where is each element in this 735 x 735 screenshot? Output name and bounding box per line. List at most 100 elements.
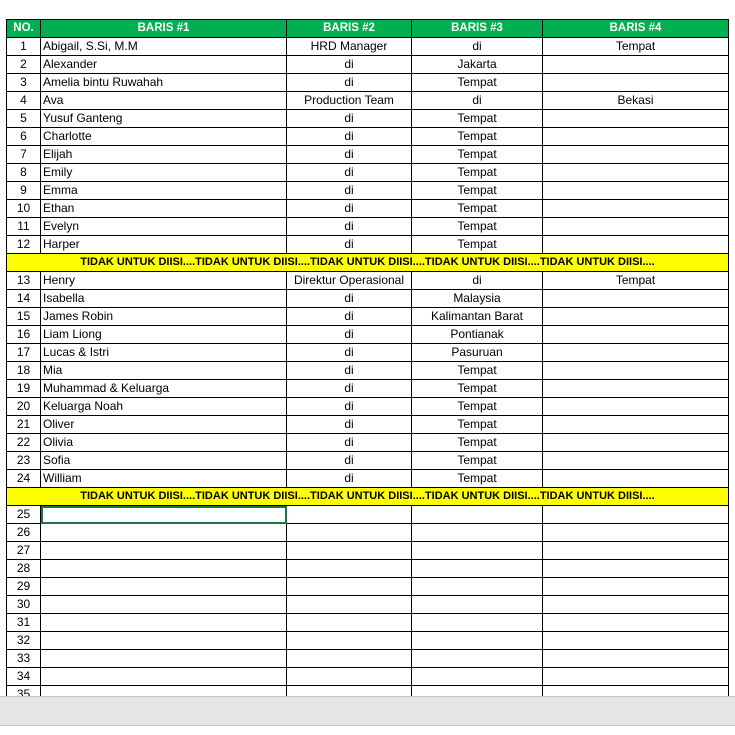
header-baris-1[interactable]: BARIS #1 (40, 19, 287, 38)
cell-baris-2[interactable]: Production Team (286, 91, 412, 110)
cell-baris-2[interactable]: di (286, 325, 412, 344)
cell-baris-2[interactable]: di (286, 379, 412, 398)
cell-baris-2[interactable]: di (286, 217, 412, 236)
cell-baris-3[interactable]: Tempat (411, 469, 543, 488)
cell-baris-1[interactable]: Harper (40, 235, 287, 254)
cell-no[interactable]: 21 (6, 415, 41, 434)
cell-no[interactable]: 29 (6, 577, 41, 596)
cell-baris-4[interactable] (542, 469, 729, 488)
cell-no[interactable]: 9 (6, 181, 41, 200)
cell-baris-4[interactable] (542, 685, 729, 696)
cell-baris-3[interactable] (411, 577, 543, 596)
cell-baris-3[interactable]: di (411, 91, 543, 110)
cell-no[interactable]: 18 (6, 361, 41, 380)
cell-no[interactable]: 33 (6, 649, 41, 668)
cell-no[interactable]: 19 (6, 379, 41, 398)
cell-baris-1[interactable]: Muhammad & Keluarga (40, 379, 287, 398)
cell-baris-1[interactable] (40, 631, 287, 650)
cell-baris-3[interactable]: Tempat (411, 415, 543, 434)
cell-baris-4[interactable]: Tempat (542, 271, 729, 290)
cell-baris-1[interactable] (40, 559, 287, 578)
cell-baris-2[interactable] (286, 541, 412, 560)
cell-baris-3[interactable]: di (411, 37, 543, 56)
cell-no[interactable]: 5 (6, 109, 41, 128)
cell-baris-2[interactable] (286, 595, 412, 614)
cell-baris-1[interactable]: Olivia (40, 433, 287, 452)
cell-no[interactable]: 7 (6, 145, 41, 164)
cell-baris-2[interactable]: di (286, 469, 412, 488)
cell-baris-3[interactable]: Tempat (411, 145, 543, 164)
cell-baris-1[interactable] (40, 649, 287, 668)
cell-baris-1[interactable]: Charlotte (40, 127, 287, 146)
cell-baris-2[interactable]: di (286, 181, 412, 200)
cell-baris-2[interactable]: di (286, 415, 412, 434)
cell-baris-4[interactable] (542, 289, 729, 308)
cell-baris-2[interactable]: di (286, 235, 412, 254)
cell-baris-2[interactable]: HRD Manager (286, 37, 412, 56)
cell-baris-3[interactable]: Tempat (411, 433, 543, 452)
cell-baris-1[interactable]: Ava (40, 91, 287, 110)
cell-no[interactable]: 12 (6, 235, 41, 254)
cell-no[interactable]: 22 (6, 433, 41, 452)
cell-baris-4[interactable] (542, 217, 729, 236)
cell-baris-3[interactable]: Pontianak (411, 325, 543, 344)
cell-no[interactable]: 16 (6, 325, 41, 344)
cell-baris-4[interactable] (542, 325, 729, 344)
cell-baris-1[interactable]: William (40, 469, 287, 488)
cell-baris-1[interactable]: Lucas & Istri (40, 343, 287, 362)
cell-no[interactable]: 32 (6, 631, 41, 650)
cell-no[interactable]: 34 (6, 667, 41, 686)
cell-baris-4[interactable] (542, 559, 729, 578)
cell-baris-4[interactable] (542, 145, 729, 164)
cell-baris-2[interactable]: di (286, 163, 412, 182)
cell-baris-3[interactable] (411, 649, 543, 668)
cell-baris-2[interactable] (286, 649, 412, 668)
header-baris-2[interactable]: BARIS #2 (286, 19, 412, 38)
cell-baris-3[interactable] (411, 631, 543, 650)
header-no[interactable]: NO. (6, 19, 41, 38)
cell-baris-3[interactable]: Tempat (411, 379, 543, 398)
cell-baris-4[interactable] (542, 361, 729, 380)
cell-baris-1[interactable]: Emily (40, 163, 287, 182)
cell-no[interactable]: 4 (6, 91, 41, 110)
cell-baris-2[interactable] (286, 505, 412, 524)
cell-baris-3[interactable]: Malaysia (411, 289, 543, 308)
cell-baris-4[interactable] (542, 109, 729, 128)
cell-baris-4[interactable] (542, 73, 729, 92)
cell-no[interactable]: 11 (6, 217, 41, 236)
cell-baris-1[interactable]: Isabella (40, 289, 287, 308)
cell-baris-4[interactable] (542, 307, 729, 326)
cell-baris-2[interactable]: di (286, 109, 412, 128)
cell-baris-3[interactable]: Tempat (411, 361, 543, 380)
cell-baris-2[interactable] (286, 613, 412, 632)
cell-baris-2[interactable]: di (286, 199, 412, 218)
cell-no[interactable]: 31 (6, 613, 41, 632)
cell-baris-2[interactable] (286, 523, 412, 542)
cell-baris-2[interactable]: di (286, 289, 412, 308)
cell-no[interactable]: 6 (6, 127, 41, 146)
cell-no[interactable]: 1 (6, 37, 41, 56)
cell-no[interactable]: 24 (6, 469, 41, 488)
cell-baris-4[interactable] (542, 541, 729, 560)
cell-baris-3[interactable] (411, 523, 543, 542)
cell-baris-3[interactable] (411, 595, 543, 614)
cell-baris-2[interactable]: Direktur Operasional (286, 271, 412, 290)
cell-baris-4[interactable] (542, 451, 729, 470)
header-baris-3[interactable]: BARIS #3 (411, 19, 543, 38)
cell-baris-3[interactable] (411, 541, 543, 560)
cell-baris-3[interactable]: Tempat (411, 181, 543, 200)
cell-baris-1[interactable] (40, 577, 287, 596)
cell-baris-4[interactable] (542, 523, 729, 542)
cell-baris-1[interactable]: Alexander (40, 55, 287, 74)
cell-baris-4[interactable] (542, 343, 729, 362)
cell-baris-2[interactable]: di (286, 433, 412, 452)
cell-baris-2[interactable]: di (286, 397, 412, 416)
cell-baris-3[interactable]: Tempat (411, 235, 543, 254)
cell-baris-3[interactable]: Tempat (411, 397, 543, 416)
banner-text[interactable]: TIDAK UNTUK DIISI....TIDAK UNTUK DIISI..… (6, 487, 729, 506)
cell-no[interactable]: 26 (6, 523, 41, 542)
cell-baris-1[interactable]: Evelyn (40, 217, 287, 236)
cell-baris-1[interactable] (40, 685, 287, 696)
cell-baris-4[interactable] (542, 577, 729, 596)
cell-baris-1[interactable] (40, 667, 287, 686)
